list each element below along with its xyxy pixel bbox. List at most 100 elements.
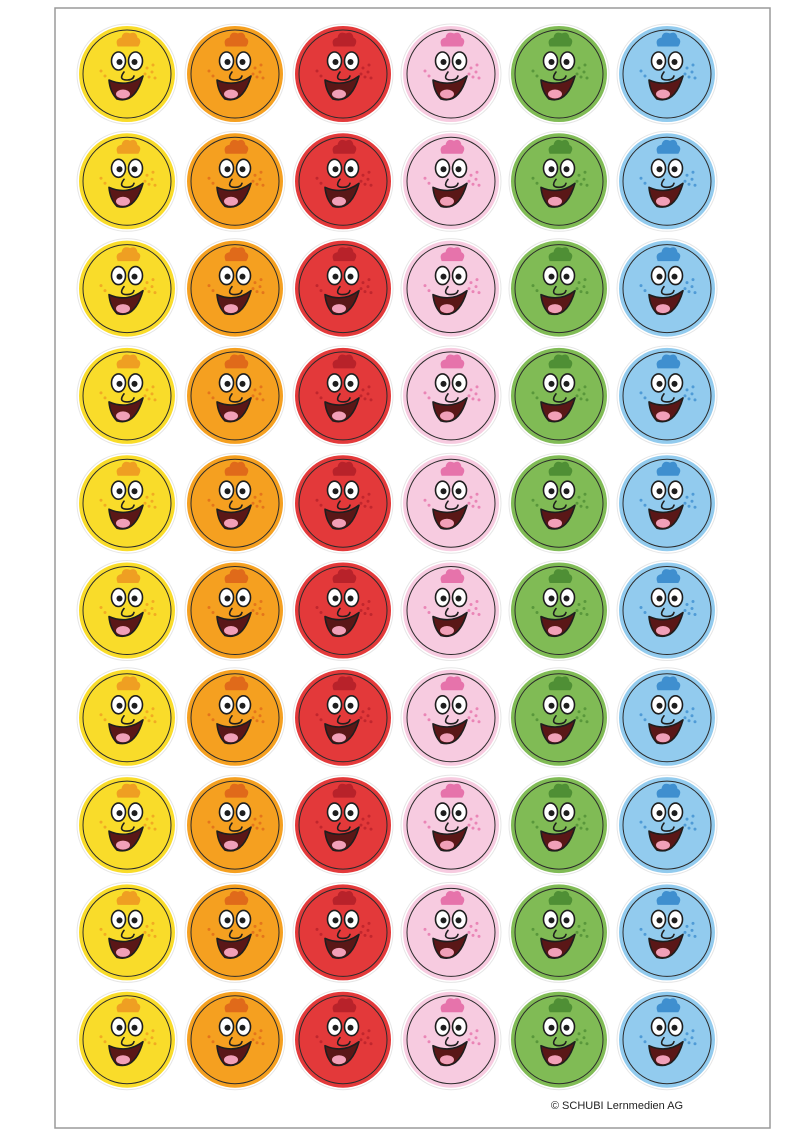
sticker-outline <box>406 458 496 548</box>
freckle <box>251 72 255 76</box>
freckle <box>258 607 262 610</box>
freckle <box>535 396 539 400</box>
pupil <box>347 166 354 173</box>
freckle <box>469 924 473 928</box>
freckle <box>153 934 157 938</box>
hair-tuft <box>224 32 249 47</box>
freckle <box>151 600 155 603</box>
freckle <box>467 716 471 720</box>
freckle <box>685 66 689 70</box>
sticker <box>616 130 718 232</box>
freckle <box>363 504 367 508</box>
tongue <box>224 1055 238 1065</box>
tongue <box>440 840 454 850</box>
sticker-outline <box>298 244 388 334</box>
sticker-outline <box>298 566 388 655</box>
sticker <box>76 238 178 340</box>
freckle <box>143 501 147 505</box>
pupil <box>440 380 447 387</box>
freckle <box>253 603 257 606</box>
freckle <box>147 826 151 830</box>
freckle <box>150 821 154 825</box>
freckle <box>255 290 259 294</box>
freckle <box>361 281 365 285</box>
hair-tuft <box>224 247 249 262</box>
sticker <box>184 989 286 1091</box>
hair-tuft <box>332 354 357 369</box>
freckle <box>427 611 431 614</box>
nose <box>228 822 243 832</box>
freckle <box>582 821 586 825</box>
pupil <box>224 59 231 65</box>
sticker-outline <box>82 673 172 763</box>
sticker-disk <box>295 777 391 874</box>
sticker-outline <box>298 136 388 226</box>
sticker <box>292 23 394 125</box>
freckle <box>366 392 370 396</box>
freckle <box>366 607 370 610</box>
freckle <box>471 75 475 79</box>
pupil <box>671 917 678 924</box>
sticker-outline <box>298 887 388 977</box>
freckle <box>423 176 427 180</box>
freckle <box>471 612 475 615</box>
freckle <box>251 179 255 183</box>
nose <box>228 393 243 403</box>
freckle <box>153 76 157 80</box>
sticker <box>508 560 610 661</box>
freckle <box>251 501 255 505</box>
pupil <box>440 917 447 924</box>
freckle <box>367 814 371 818</box>
tongue <box>332 89 346 99</box>
sticker-disk <box>511 455 607 552</box>
freckle <box>585 398 589 402</box>
freckle <box>474 70 478 74</box>
pupil <box>239 1024 246 1031</box>
sticker-outline <box>622 673 712 763</box>
pupil <box>116 166 123 173</box>
sticker-disk <box>619 133 715 230</box>
nose <box>120 285 135 296</box>
freckle <box>535 825 539 829</box>
freckle <box>427 825 431 829</box>
sticker-disk <box>619 240 715 337</box>
sticker-disk <box>295 133 391 230</box>
sticker <box>400 23 502 125</box>
freckle <box>363 397 367 401</box>
pupil <box>656 917 663 924</box>
pupil <box>347 595 354 602</box>
sticker-disk <box>79 133 175 230</box>
sticker-disk <box>295 240 391 337</box>
freckle <box>471 504 475 508</box>
sticker <box>400 667 502 769</box>
freckle <box>685 388 689 392</box>
pupil <box>563 273 570 280</box>
freckle <box>258 177 262 181</box>
tongue <box>548 947 562 957</box>
freckle <box>477 827 481 831</box>
tongue <box>116 196 130 206</box>
freckle <box>685 924 689 928</box>
pupil <box>116 380 123 387</box>
freckle <box>693 720 697 724</box>
freckle <box>261 291 265 295</box>
freckle <box>211 289 215 293</box>
pupil <box>455 166 462 173</box>
freckle <box>693 613 697 616</box>
freckle <box>145 710 149 714</box>
freckle <box>369 76 373 80</box>
nose <box>336 929 351 940</box>
freckle <box>693 76 697 80</box>
freckle <box>363 1041 367 1045</box>
pupil <box>548 810 555 817</box>
freckle <box>319 289 323 293</box>
freckle <box>255 612 259 615</box>
freckle <box>143 823 147 827</box>
sticker-disk <box>79 240 175 337</box>
pupil <box>116 59 123 65</box>
freckle <box>255 1041 259 1045</box>
pupil <box>548 595 555 602</box>
freckle <box>99 606 103 609</box>
pupil <box>239 488 246 495</box>
nose <box>552 285 567 296</box>
